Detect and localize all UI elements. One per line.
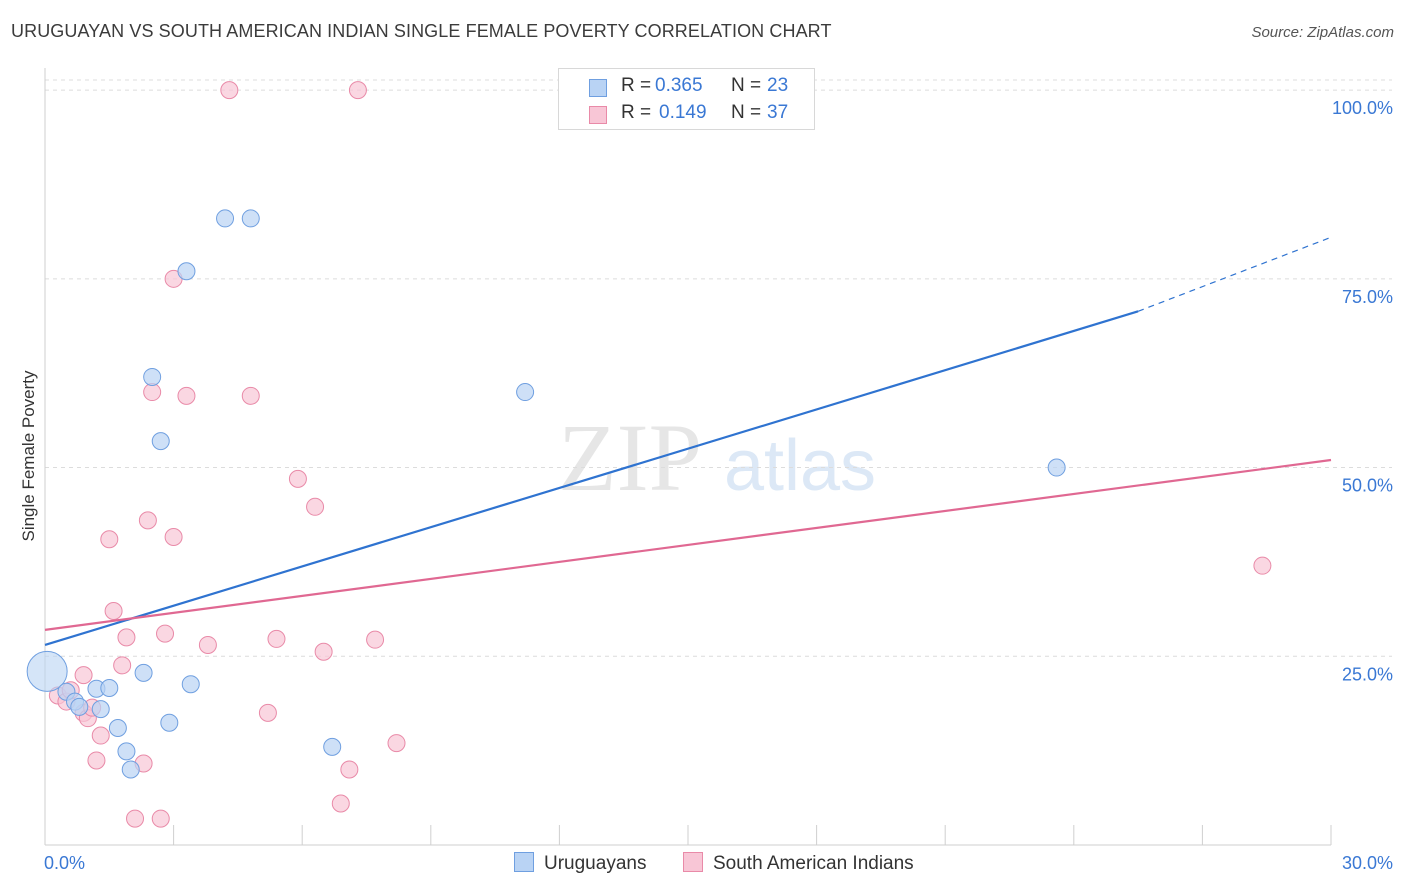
south-american-indians-point — [387, 734, 406, 753]
uruguayans-point — [160, 713, 179, 732]
uruguayans-trend-extension — [1137, 236, 1332, 312]
south-american-indians-point — [126, 809, 145, 828]
bottom-legend-swatch-blue — [514, 852, 534, 872]
south-american-indians-point — [164, 528, 183, 546]
y-tick-label: 50.0% — [1342, 476, 1393, 496]
x-tick-label-max: 30.0% — [1342, 853, 1393, 873]
south-american-indians-point — [177, 386, 196, 405]
south-american-indians-point — [143, 383, 162, 402]
south-american-indians-point — [306, 497, 325, 516]
south-american-indians-point — [366, 630, 385, 649]
south-american-indians-point — [156, 624, 175, 643]
legend-n-value-south-american-indians: 37 — [767, 102, 789, 123]
south-american-indians-point — [138, 511, 157, 530]
uruguayans-trend-line — [44, 310, 1139, 647]
uruguayans-point-large — [26, 650, 68, 692]
legend-r-label: R = — [621, 75, 652, 96]
x-tick-label-min: 0.0% — [44, 853, 85, 873]
legend-r-label: R = — [621, 102, 652, 123]
south-american-indians-point — [267, 629, 286, 648]
south-american-indians-point — [91, 726, 110, 745]
legend-r-value-south-american-indians: 0.149 — [659, 102, 707, 123]
uruguayans-point — [323, 737, 342, 756]
legend-row-south-american-indians: R = 0.149 N = 37 — [559, 102, 814, 128]
legend-n-label: N = — [731, 102, 762, 123]
south-american-indians-point — [198, 635, 217, 654]
south-american-indians-trend-line — [44, 458, 1332, 631]
legend-r-value-uruguayans: 0.365 — [655, 75, 703, 96]
south-american-indians-point — [104, 601, 123, 620]
south-american-indians-point — [220, 81, 239, 100]
south-american-indians-point — [87, 751, 106, 770]
bottom-legend-label-uruguayans: Uruguayans — [544, 853, 647, 874]
uruguayans-point — [70, 697, 89, 716]
uruguayans-point — [151, 432, 170, 451]
south-american-indians-point — [151, 809, 170, 828]
y-tick-label: 100.0% — [1332, 98, 1393, 118]
south-american-indians-point — [117, 628, 136, 647]
bottom-legend-swatch-pink — [683, 852, 703, 872]
south-american-indians-point — [258, 703, 277, 722]
south-american-indians-point — [100, 530, 119, 549]
watermark-atlas: atlas — [724, 426, 876, 506]
south-american-indians-point — [241, 386, 260, 405]
uruguayans-point — [143, 367, 162, 386]
y-tick-label: 25.0% — [1342, 664, 1393, 684]
uruguayans-point — [516, 383, 535, 402]
legend-swatch-pink — [589, 106, 607, 124]
y-axis-label: Single Female Poverty — [19, 370, 38, 542]
chart-title: URUGUAYAN VS SOUTH AMERICAN INDIAN SINGL… — [11, 21, 832, 41]
legend-swatch-blue — [589, 79, 607, 97]
y-tick-label: 75.0% — [1342, 287, 1393, 307]
south-american-indians-point — [74, 666, 93, 685]
source-label: Source: ZipAtlas.com — [1251, 24, 1394, 41]
uruguayans-point — [241, 209, 260, 228]
uruguayans-point — [117, 742, 136, 761]
legend-row-uruguayans: R = 0.365 N = 23 — [559, 75, 814, 101]
watermark-zip: ZIP — [558, 404, 702, 511]
uruguayans-point — [134, 663, 153, 682]
uruguayans-point — [177, 262, 196, 281]
south-american-indians-point — [288, 469, 307, 488]
south-american-indians-point — [314, 642, 333, 661]
uruguayans-point — [216, 209, 235, 228]
south-american-indians-point — [1253, 556, 1272, 575]
uruguayans-point — [121, 760, 140, 779]
stats-legend: R = 0.365 N = 23 R = 0.149 N = 37 — [558, 68, 815, 130]
bottom-legend-south-american-indians: South American Indians — [683, 852, 914, 875]
legend-n-value-uruguayans: 23 — [767, 75, 789, 96]
uruguayans-point — [181, 675, 200, 694]
uruguayans-point — [108, 718, 127, 737]
south-american-indians-point — [331, 794, 350, 813]
uruguayans-point — [1047, 458, 1066, 477]
bottom-legend-uruguayans: Uruguayans — [514, 852, 646, 875]
south-american-indians-point — [340, 760, 359, 779]
legend-n-label: N = — [731, 75, 762, 96]
bottom-legend-label-south-american-indians: South American Indians — [713, 853, 914, 874]
south-american-indians-point — [113, 656, 132, 675]
uruguayans-point — [91, 700, 110, 719]
uruguayans-point — [100, 678, 119, 697]
south-american-indians-point — [348, 81, 367, 100]
